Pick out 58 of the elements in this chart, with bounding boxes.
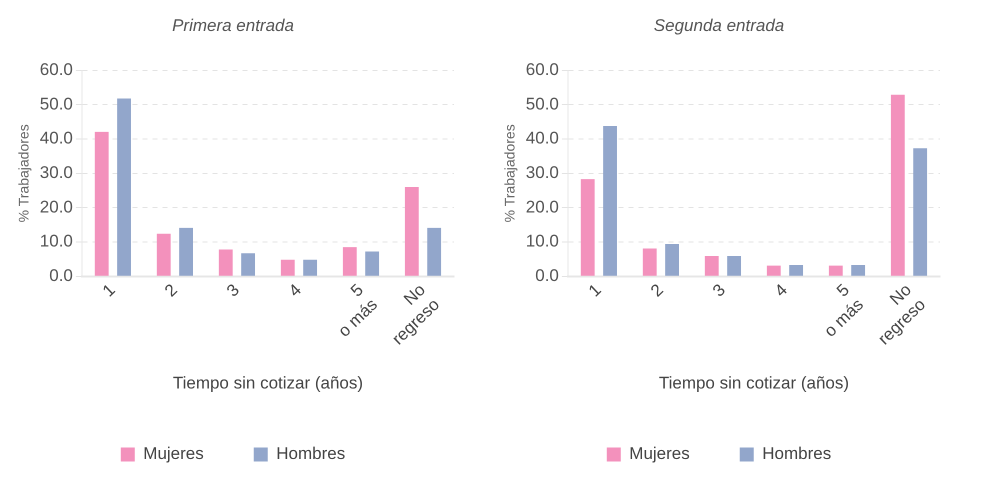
bar (427, 228, 442, 276)
bar (218, 250, 233, 276)
x-tick-label: 5 o más (334, 280, 382, 341)
bar (303, 260, 318, 276)
bar (156, 234, 171, 276)
bar (179, 228, 193, 276)
bar (603, 126, 617, 276)
y-tick-label: 30.0 (526, 163, 559, 182)
bar (642, 248, 657, 276)
bar (913, 148, 928, 276)
x-axis-title: Tiempo sin cotizar (años) (658, 373, 850, 392)
legend-label: Mujeres (143, 444, 204, 464)
x-tick-label: 4 (284, 280, 305, 300)
x-tick-label: 1 (98, 280, 119, 300)
legend-label: Mujeres (629, 444, 690, 464)
x-tick-label: 2 (646, 280, 667, 300)
y-tick-label: 30.0 (40, 163, 73, 182)
y-tick-label: 10.0 (526, 232, 559, 251)
bar (241, 253, 256, 276)
legend-label: Hombres (762, 444, 832, 464)
x-tick-label: 4 (770, 280, 791, 300)
y-tick-label: 50.0 (526, 94, 559, 114)
y-axis-title: % Trabajadores (15, 124, 32, 222)
bar (828, 266, 843, 276)
chart-title: Segunda entrada (654, 16, 784, 35)
x-tick-label: 2 (160, 280, 181, 300)
y-tick-label: 40.0 (526, 128, 559, 148)
y-tick-label: 0.0 (535, 266, 559, 285)
bar (789, 264, 804, 276)
bar (580, 179, 595, 276)
bar (704, 256, 719, 276)
y-tick-label: 60.0 (526, 60, 559, 80)
bar (342, 247, 357, 276)
bar (94, 132, 109, 276)
y-tick-label: 40.0 (40, 128, 73, 148)
x-axis-title: Tiempo sin cotizar (años) (172, 373, 364, 392)
bar (404, 187, 419, 276)
bar (727, 256, 742, 276)
x-tick-label: 3 (222, 280, 243, 300)
x-tick-label: 3 (708, 280, 729, 300)
y-tick-label: 60.0 (40, 60, 73, 80)
y-tick-label: 20.0 (40, 197, 73, 216)
bar (890, 94, 905, 276)
bar (280, 260, 295, 276)
y-tick-label: 0.0 (49, 266, 73, 285)
y-tick-label: 10.0 (40, 232, 73, 251)
legend-label: Hombres (276, 444, 346, 464)
x-tick-label: 5 o más (820, 280, 868, 341)
x-tick-label: 1 (584, 280, 605, 300)
chart-title: Primera entrada (172, 16, 294, 35)
y-axis-title: % Trabajadores (501, 124, 518, 222)
bar (117, 98, 131, 276)
bar (851, 264, 866, 276)
y-tick-label: 20.0 (526, 197, 559, 216)
bar (766, 266, 781, 276)
bar (665, 244, 679, 276)
y-tick-label: 50.0 (40, 94, 73, 114)
bar (365, 252, 380, 276)
